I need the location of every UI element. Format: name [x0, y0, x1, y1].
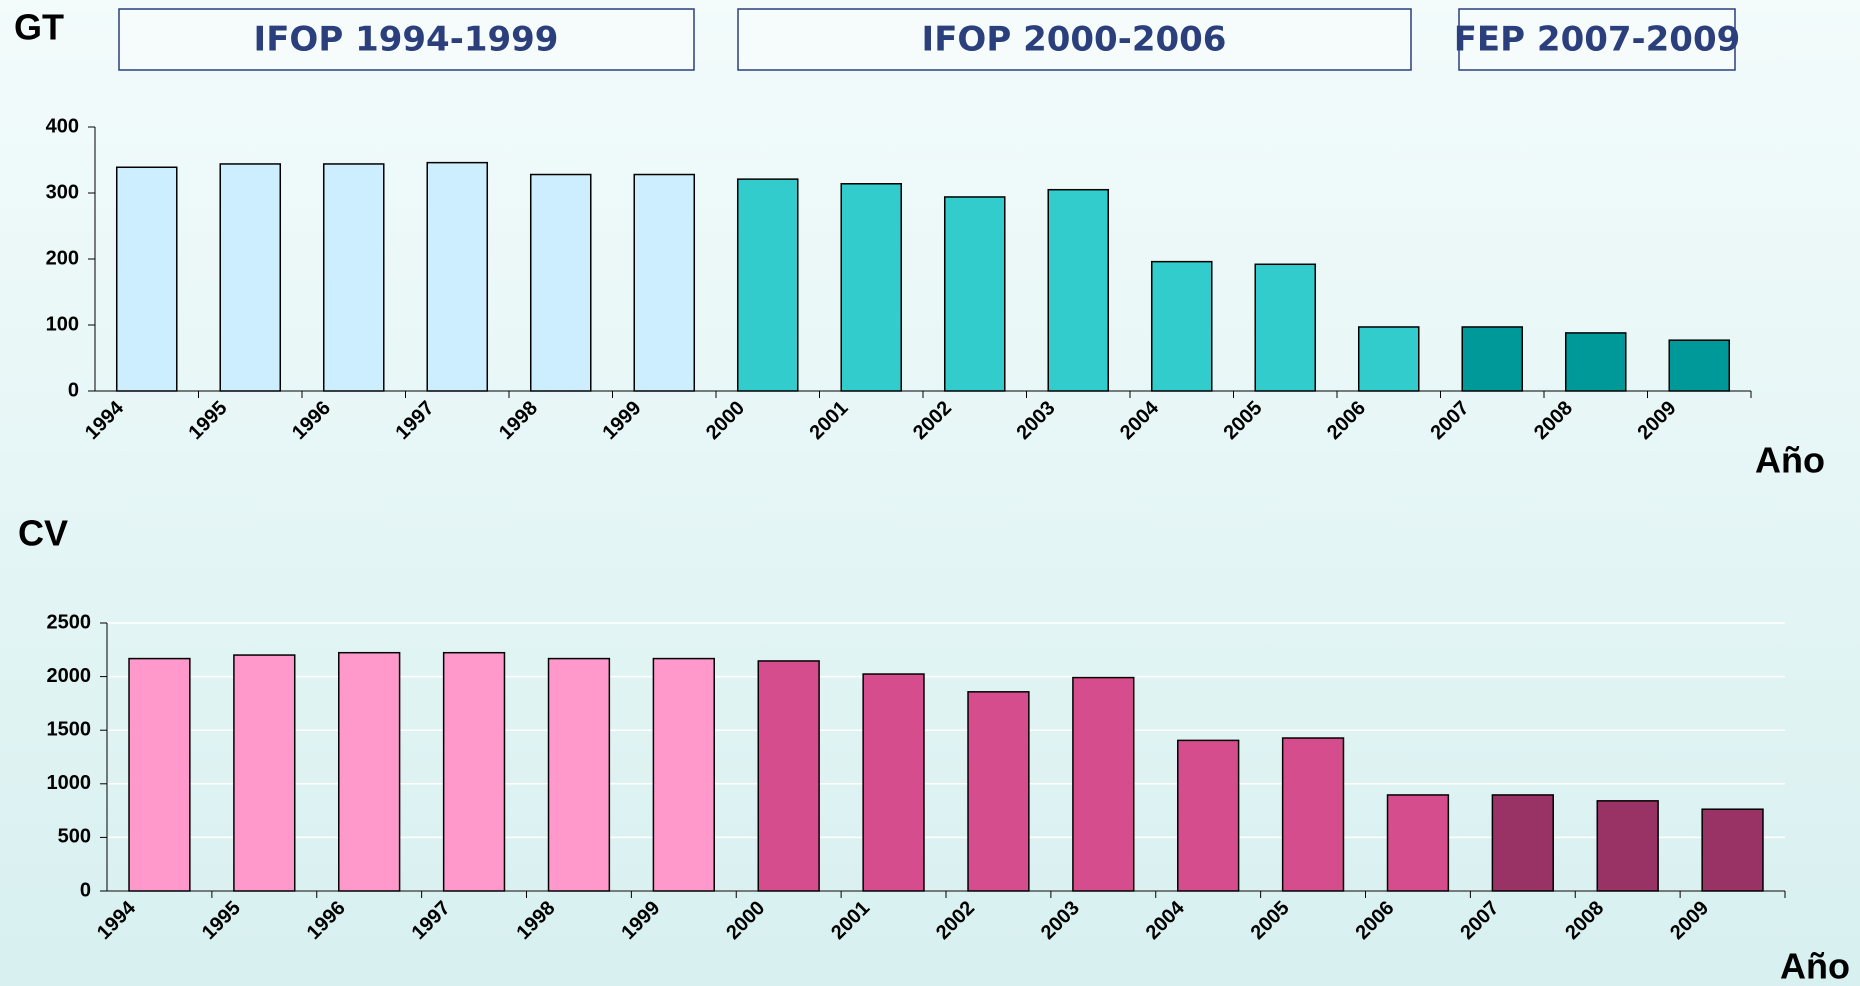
x-tick-label: 2007 [1426, 397, 1473, 444]
x-tick-label: 2000 [722, 897, 769, 944]
x-tick-label: 2004 [1116, 396, 1164, 444]
bar [862, 673, 925, 892]
y-axis-title: GT [14, 7, 64, 48]
bar [338, 651, 401, 892]
bar [322, 163, 385, 392]
bar [652, 657, 715, 892]
bar [633, 173, 696, 392]
x-tick-label: 1995 [184, 397, 231, 444]
bar [529, 173, 592, 392]
x-axis-title: Año [1780, 946, 1850, 986]
bar [219, 163, 282, 392]
y-axis-title: CV [18, 513, 68, 554]
bar [757, 660, 820, 892]
period-box [118, 8, 695, 71]
x-tick-label: 1997 [391, 397, 438, 444]
x-tick-label: 2000 [702, 397, 749, 444]
x-tick-label: 2008 [1561, 897, 1608, 944]
x-tick-label: 2001 [827, 897, 874, 944]
bar [115, 166, 178, 392]
bar [1357, 326, 1420, 392]
x-tick-label: 2009 [1633, 397, 1680, 444]
y-tick-label: 300 [46, 181, 79, 203]
bar [1047, 188, 1110, 392]
x-tick-label: 1994 [81, 396, 129, 444]
x-tick-label: 1994 [93, 896, 141, 944]
bar [1254, 263, 1317, 392]
y-tick-label: 1000 [47, 772, 92, 794]
x-tick-label: 2003 [1012, 397, 1059, 444]
period-label: FEP 2007-2009 [1454, 20, 1741, 60]
x-tick-label: 2003 [1037, 897, 1084, 944]
bar [736, 178, 799, 392]
bar [426, 161, 489, 392]
x-tick-label: 2009 [1666, 897, 1713, 944]
x-tick-label: 2006 [1323, 397, 1370, 444]
y-tick-label: 0 [68, 379, 79, 401]
bar [1072, 676, 1135, 892]
period-label: IFOP 2000-2006 [922, 20, 1227, 60]
y-tick-label: 500 [58, 826, 91, 848]
x-tick-label: 2002 [932, 897, 979, 944]
x-axis-title: Año [1755, 440, 1825, 481]
bar [1564, 332, 1627, 392]
bar [1386, 794, 1450, 892]
bar [1596, 800, 1659, 892]
bar [128, 657, 191, 892]
bar [1150, 260, 1213, 392]
bar [1461, 326, 1524, 392]
x-tick-label: 2004 [1142, 896, 1190, 944]
bar [943, 196, 1006, 392]
bar [967, 691, 1030, 892]
bar [840, 183, 903, 392]
x-tick-label: 1998 [495, 397, 542, 444]
x-tick-label: 1998 [512, 897, 559, 944]
bar [547, 657, 611, 892]
y-tick-label: 1500 [47, 718, 92, 740]
x-tick-label: 2007 [1456, 897, 1503, 944]
y-tick-label: 2000 [47, 665, 92, 687]
y-tick-label: 200 [46, 247, 79, 269]
period-box [737, 8, 1412, 71]
y-tick-label: 100 [46, 313, 79, 335]
bar [442, 651, 506, 892]
x-tick-label: 1999 [598, 397, 645, 444]
x-tick-label: 1996 [303, 897, 350, 944]
x-tick-label: 1999 [617, 897, 664, 944]
x-tick-label: 1995 [198, 897, 245, 944]
bar [1177, 739, 1240, 892]
y-tick-label: 400 [46, 115, 79, 137]
y-tick-label: 0 [80, 879, 91, 901]
x-tick-label: 2005 [1247, 897, 1294, 944]
x-tick-label: 2008 [1530, 397, 1577, 444]
y-tick-label: 2500 [47, 611, 92, 633]
bar [1668, 339, 1731, 392]
bar [233, 654, 296, 892]
bar [1281, 737, 1345, 892]
x-tick-label: 2005 [1219, 397, 1266, 444]
x-tick-label: 2006 [1351, 897, 1398, 944]
x-tick-label: 2002 [909, 397, 956, 444]
bar [1491, 794, 1554, 892]
period-box [1458, 8, 1736, 71]
x-tick-label: 1997 [408, 897, 455, 944]
bar [1701, 808, 1764, 892]
x-tick-label: 2001 [805, 397, 852, 444]
period-label: IFOP 1994-1999 [254, 20, 559, 60]
x-tick-label: 1996 [288, 397, 335, 444]
